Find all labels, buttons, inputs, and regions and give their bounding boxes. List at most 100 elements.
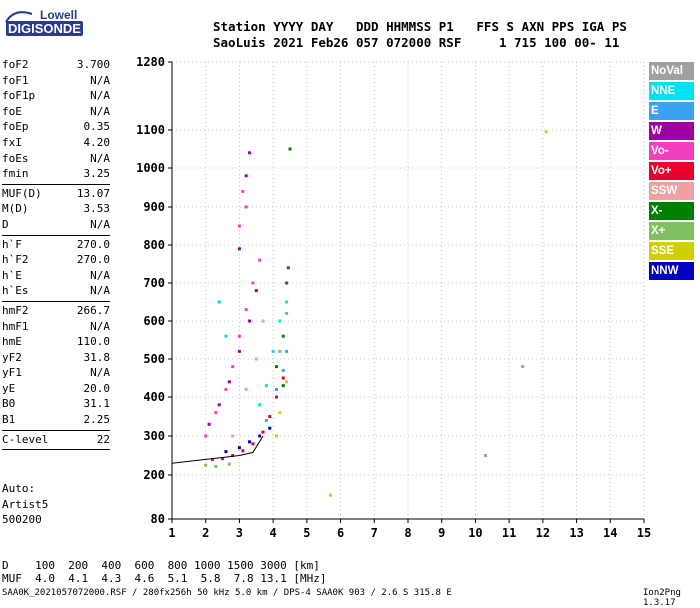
param-value: 4.20 (83, 135, 111, 149)
param-row: D N/A (2, 218, 110, 234)
echo-point (227, 462, 231, 466)
echo-point (204, 434, 208, 438)
param-row: hmF2 266.7 (2, 304, 110, 320)
y-tick-label: 200 (143, 468, 165, 482)
param-value: N/A (90, 151, 110, 165)
param-name: yF1 (2, 366, 22, 380)
param-name: foF1 (2, 73, 29, 87)
echo-point (237, 247, 241, 251)
param-name: h`F2 (2, 253, 29, 267)
param-value: 270.0 (76, 253, 110, 267)
legend-item: Vo+ (649, 162, 694, 180)
param-value: 266.7 (76, 303, 110, 317)
legend-item: SSE (649, 242, 694, 260)
param-name: h`Es (2, 284, 29, 298)
auto-program: Artist5 (2, 497, 49, 511)
echo-point (237, 446, 241, 450)
echo-point (210, 457, 214, 461)
y-tick-label: 500 (143, 352, 165, 366)
x-tick-label: 8 (404, 526, 411, 540)
param-separator (2, 234, 110, 236)
x-tick-label: 14 (603, 526, 617, 540)
echo-point (217, 403, 221, 407)
param-row: fmin 3.25 (2, 167, 110, 183)
x-tick-label: 3 (236, 526, 243, 540)
param-name: yF2 (2, 350, 22, 364)
x-tick-label: 12 (536, 526, 550, 540)
echo-point (281, 368, 285, 372)
echo-point (231, 365, 235, 369)
param-row: foF2 3.700 (2, 58, 110, 74)
param-row: yE 20.0 (2, 382, 110, 398)
echo-point (328, 493, 332, 497)
param-name: foEp (2, 120, 29, 134)
echo-point (268, 426, 272, 430)
logo-swirl-icon (5, 11, 33, 23)
echo-point (251, 442, 255, 446)
legend-item: NNE (649, 82, 694, 100)
param-name: hmF2 (2, 303, 29, 317)
echo-point (254, 357, 258, 361)
echo-point (258, 403, 262, 407)
param-value: 0.35 (83, 120, 111, 134)
echo-point (227, 380, 231, 384)
legend-item: NoVal (649, 62, 694, 80)
param-row: yF1 N/A (2, 366, 110, 382)
param-separator (2, 449, 110, 451)
echo-point (231, 454, 235, 457)
param-row: M(D) 3.53 (2, 202, 110, 218)
param-value: 31.8 (83, 350, 111, 364)
param-row: foF1 N/A (2, 74, 110, 90)
param-value: N/A (90, 319, 110, 333)
x-tick-label: 6 (337, 526, 344, 540)
echo-point (224, 387, 228, 391)
muf-distance-table: D 100 200 400 600 800 1000 1500 3000 [km… (2, 559, 327, 585)
echo-point (214, 464, 218, 468)
y-tick-label: 800 (143, 238, 165, 252)
param-row: MUF(D) 13.07 (2, 187, 110, 203)
echo-point (264, 384, 268, 388)
y-tick-label: 1000 (136, 161, 165, 175)
param-name: B0 (2, 397, 16, 411)
echo-point (275, 387, 279, 391)
param-separator (2, 300, 110, 302)
echo-point (286, 266, 290, 270)
param-name: C-level (2, 432, 49, 446)
param-value: 2.25 (83, 413, 111, 427)
param-name: MUF(D) (2, 186, 42, 200)
param-row: B1 2.25 (2, 413, 110, 429)
auto-code: 500200 (2, 513, 42, 526)
param-value: 20.0 (83, 381, 111, 395)
y-tick-label: 700 (143, 276, 165, 290)
param-value: 22 (96, 432, 110, 446)
echo-point (275, 395, 279, 399)
echo-point (261, 319, 265, 323)
param-name: fmin (2, 167, 29, 181)
echo-point (248, 151, 252, 155)
echo-point (217, 300, 221, 304)
param-row: foEp 0.35 (2, 120, 110, 136)
echo-point (281, 334, 285, 338)
param-value: N/A (90, 284, 110, 298)
echo-point (254, 289, 258, 293)
legend-item: NNW (649, 262, 694, 280)
echo-point (241, 189, 245, 193)
x-tick-label: 10 (468, 526, 482, 540)
y-tick-label: 80 (151, 512, 165, 526)
echo-point (278, 349, 282, 353)
echo-point (244, 205, 248, 209)
param-value: 13.07 (76, 186, 110, 200)
param-value: N/A (90, 268, 110, 282)
header-labels: Station YYYY DAY DDD HHMMSS P1 FFS S AXN… (213, 19, 627, 34)
x-tick-label: 1 (168, 526, 175, 540)
header-values: SaoLuis 2021 Feb26 057 072000 RSF 1 715 … (213, 35, 620, 50)
param-value: 31.1 (83, 397, 111, 411)
x-tick-label: 2 (202, 526, 209, 540)
echo-point (248, 319, 252, 323)
param-name: M(D) (2, 202, 29, 216)
muf-value-row: MUF 4.0 4.1 4.3 4.6 5.1 5.8 7.8 13.1 [MH… (2, 572, 327, 585)
param-value: 3.25 (83, 167, 111, 181)
param-row: B0 31.1 (2, 397, 110, 413)
param-name: D (2, 217, 9, 231)
